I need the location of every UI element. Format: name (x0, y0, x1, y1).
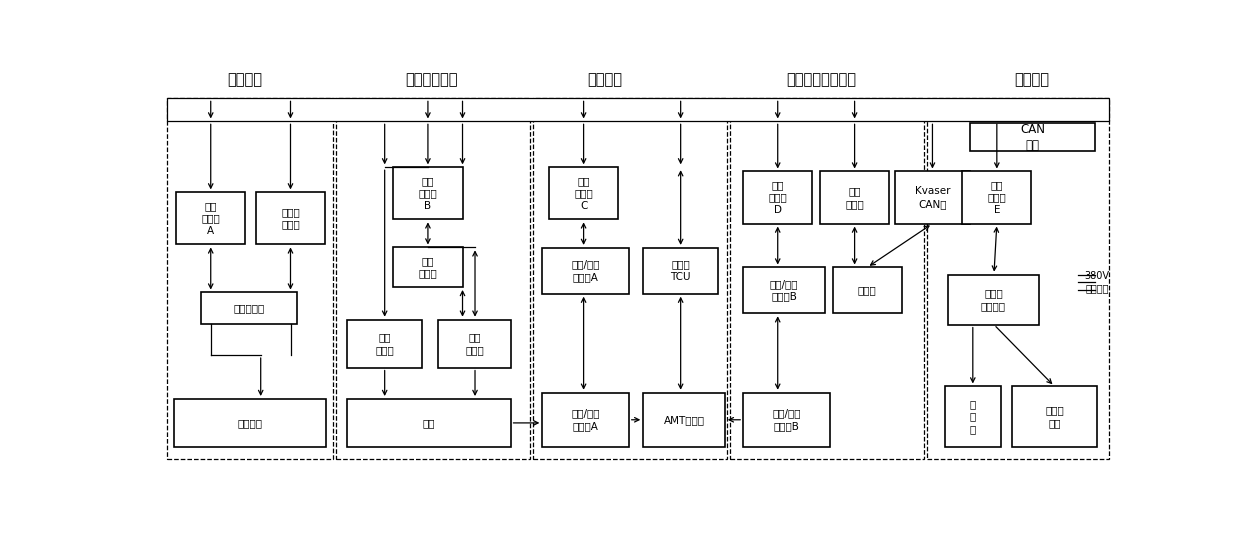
Text: 传动系统: 传动系统 (588, 72, 622, 87)
Text: 转速/扭矩
传感器B: 转速/扭矩 传感器B (773, 409, 801, 431)
Text: 电机: 电机 (423, 418, 435, 428)
Text: 转速/扭矩
测量价A: 转速/扭矩 测量价A (572, 260, 600, 282)
Bar (743, 392, 830, 447)
Bar (176, 192, 246, 244)
Bar (895, 171, 970, 224)
Text: 电机
控制器: 电机 控制器 (376, 332, 394, 355)
Text: 转速/扭矩
传感器A: 转速/扭矩 传感器A (572, 409, 600, 431)
Text: CAN
总线: CAN 总线 (1019, 122, 1045, 152)
Bar (644, 248, 718, 294)
Bar (945, 386, 1001, 447)
Bar (743, 171, 812, 224)
Text: 转速/扭矩
测量价B: 转速/扭矩 测量价B (770, 279, 799, 301)
Bar (201, 293, 298, 324)
Bar (1012, 386, 1096, 447)
Text: 惯性飞
轮组: 惯性飞 轮组 (1045, 405, 1064, 428)
Text: 变速器
TCU: 变速器 TCU (671, 260, 691, 282)
Text: AMT变速器: AMT变速器 (663, 415, 704, 425)
Text: 信号
转换器
A: 信号 转换器 A (201, 201, 221, 236)
Bar (542, 248, 629, 294)
Bar (832, 267, 901, 313)
Bar (347, 399, 511, 447)
Text: 测功系统: 测功系统 (1014, 72, 1049, 87)
Text: 整车
控制器: 整车 控制器 (846, 186, 864, 209)
Bar (393, 167, 463, 220)
Bar (533, 99, 727, 460)
Text: 工控机: 工控机 (858, 286, 877, 295)
Text: 温度
传感器: 温度 传感器 (465, 332, 484, 355)
Bar (962, 171, 1032, 224)
Bar (947, 275, 1039, 325)
Bar (393, 247, 463, 287)
Bar (174, 399, 326, 447)
Bar (820, 171, 889, 224)
Text: 实验电源: 实验电源 (238, 418, 263, 428)
Text: 数据采集控制系统: 数据采集控制系统 (786, 72, 856, 87)
Text: 测功机
控制系统: 测功机 控制系统 (981, 288, 1006, 311)
Text: 温度
测量价: 温度 测量价 (419, 256, 438, 279)
Bar (644, 392, 725, 447)
Bar (347, 320, 422, 367)
Text: 驱动电机系统: 驱动电机系统 (405, 72, 458, 87)
Text: 电源系统: 电源系统 (227, 72, 262, 87)
Text: 动力电池包: 动力电池包 (233, 303, 265, 313)
Bar (743, 267, 825, 313)
Text: 信号
转换器
B: 信号 转换器 B (419, 176, 438, 211)
Bar (926, 99, 1110, 460)
Text: 信号
转换器
E: 信号 转换器 E (987, 180, 1006, 215)
Bar (729, 99, 924, 460)
Bar (166, 99, 332, 460)
Text: 电池管
理系统: 电池管 理系统 (281, 207, 300, 230)
Text: 信号
转换器
D: 信号 转换器 D (769, 180, 787, 215)
Bar (970, 123, 1095, 151)
Bar (336, 99, 529, 460)
Bar (439, 320, 511, 367)
Bar (166, 99, 1110, 121)
Text: 信号
转换器
C: 信号 转换器 C (574, 176, 593, 211)
Text: Kvaser
CAN卡: Kvaser CAN卡 (915, 186, 950, 209)
Text: 380V
交流供电: 380V 交流供电 (1084, 271, 1110, 293)
Bar (542, 392, 629, 447)
Text: 测
功
机: 测 功 机 (970, 399, 976, 434)
Bar (255, 192, 325, 244)
Bar (549, 167, 619, 220)
